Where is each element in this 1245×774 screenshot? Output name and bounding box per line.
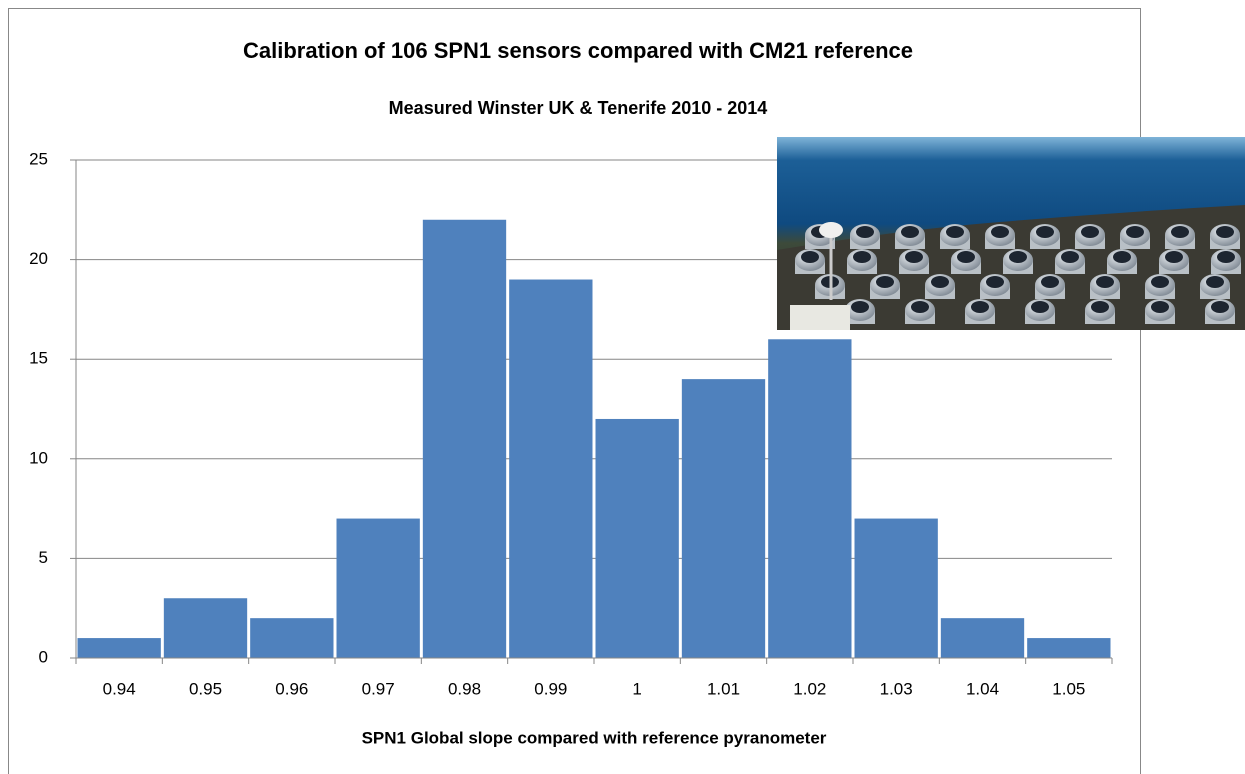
bar [855,519,938,658]
photo-sensor-glass [1113,251,1131,263]
x-tick-label: 0.95 [189,679,222,698]
x-tick-label: 0.97 [362,679,395,698]
chart-title: Calibration of 106 SPN1 sensors compared… [243,38,913,63]
x-tick-label: 1.03 [880,679,913,698]
photo-sensor-glass [1031,301,1049,313]
photo-sensor-glass [905,251,923,263]
photo-sensor-glass [853,251,871,263]
photo-sensor-glass [1206,276,1224,288]
x-tick-label: 0.98 [448,679,481,698]
bar [1027,638,1110,658]
photo-sensor-glass [957,251,975,263]
bar [423,220,506,658]
bar [337,519,420,658]
x-axis-title: SPN1 Global slope compared with referenc… [362,728,827,747]
photo-sensor-glass [1096,276,1114,288]
bar [682,379,765,658]
photo-sensor-glass [1126,226,1144,238]
bar [78,638,161,658]
photo-sensor-glass [1217,251,1235,263]
y-tick-label: 0 [39,647,48,666]
x-tick-label: 1.05 [1052,679,1085,698]
y-tick-label: 10 [29,448,48,467]
photo-sensor-glass [1151,276,1169,288]
y-tick-label: 5 [39,548,48,567]
photo-reference [819,222,843,238]
photo-sensor-glass [991,226,1009,238]
photo-sensor-glass [1151,301,1169,313]
photo-sensor-glass [1216,226,1234,238]
x-tick-label: 1.02 [793,679,826,698]
bar [596,419,679,658]
photo-sensor-glass [901,226,919,238]
photo-sensor-glass [801,251,819,263]
bar [164,598,247,658]
photo-sensor-glass [931,276,949,288]
photo-sensor-glass [911,301,929,313]
chart: Calibration of 106 SPN1 sensors compared… [0,0,1245,774]
x-tick-label: 0.96 [275,679,308,698]
bar [768,339,851,658]
photo-sensor-glass [1036,226,1054,238]
y-tick-label: 15 [29,349,48,368]
photo-sensor-glass [986,276,1004,288]
photo-box [790,305,850,330]
photo-sensor-glass [856,226,874,238]
bar [509,280,592,658]
photo-sensor-glass [1165,251,1183,263]
photo-sensor-glass [1061,251,1079,263]
photo-inset [777,137,1245,330]
photo-sensor-glass [1171,226,1189,238]
photo-sensor-glass [1009,251,1027,263]
photo-sensor-glass [876,276,894,288]
photo-sensor-glass [1041,276,1059,288]
x-tick-label: 1 [632,679,641,698]
x-tick-label: 1.01 [707,679,740,698]
photo-sensor-glass [851,301,869,313]
x-tick-label: 1.04 [966,679,999,698]
photo-sensor-glass [1081,226,1099,238]
bar [941,618,1024,658]
chart-subtitle: Measured Winster UK & Tenerife 2010 - 20… [389,98,768,118]
y-tick-label: 25 [29,149,48,168]
photo-sensor-glass [971,301,989,313]
bar [250,618,333,658]
x-tick-label: 0.99 [534,679,567,698]
photo-sensor-glass [946,226,964,238]
photo-sensor-glass [1091,301,1109,313]
page: Calibration of 106 SPN1 sensors compared… [0,0,1245,774]
photo-sensor-glass [1211,301,1229,313]
y-tick-label: 20 [29,249,48,268]
x-tick-label: 0.94 [103,679,136,698]
